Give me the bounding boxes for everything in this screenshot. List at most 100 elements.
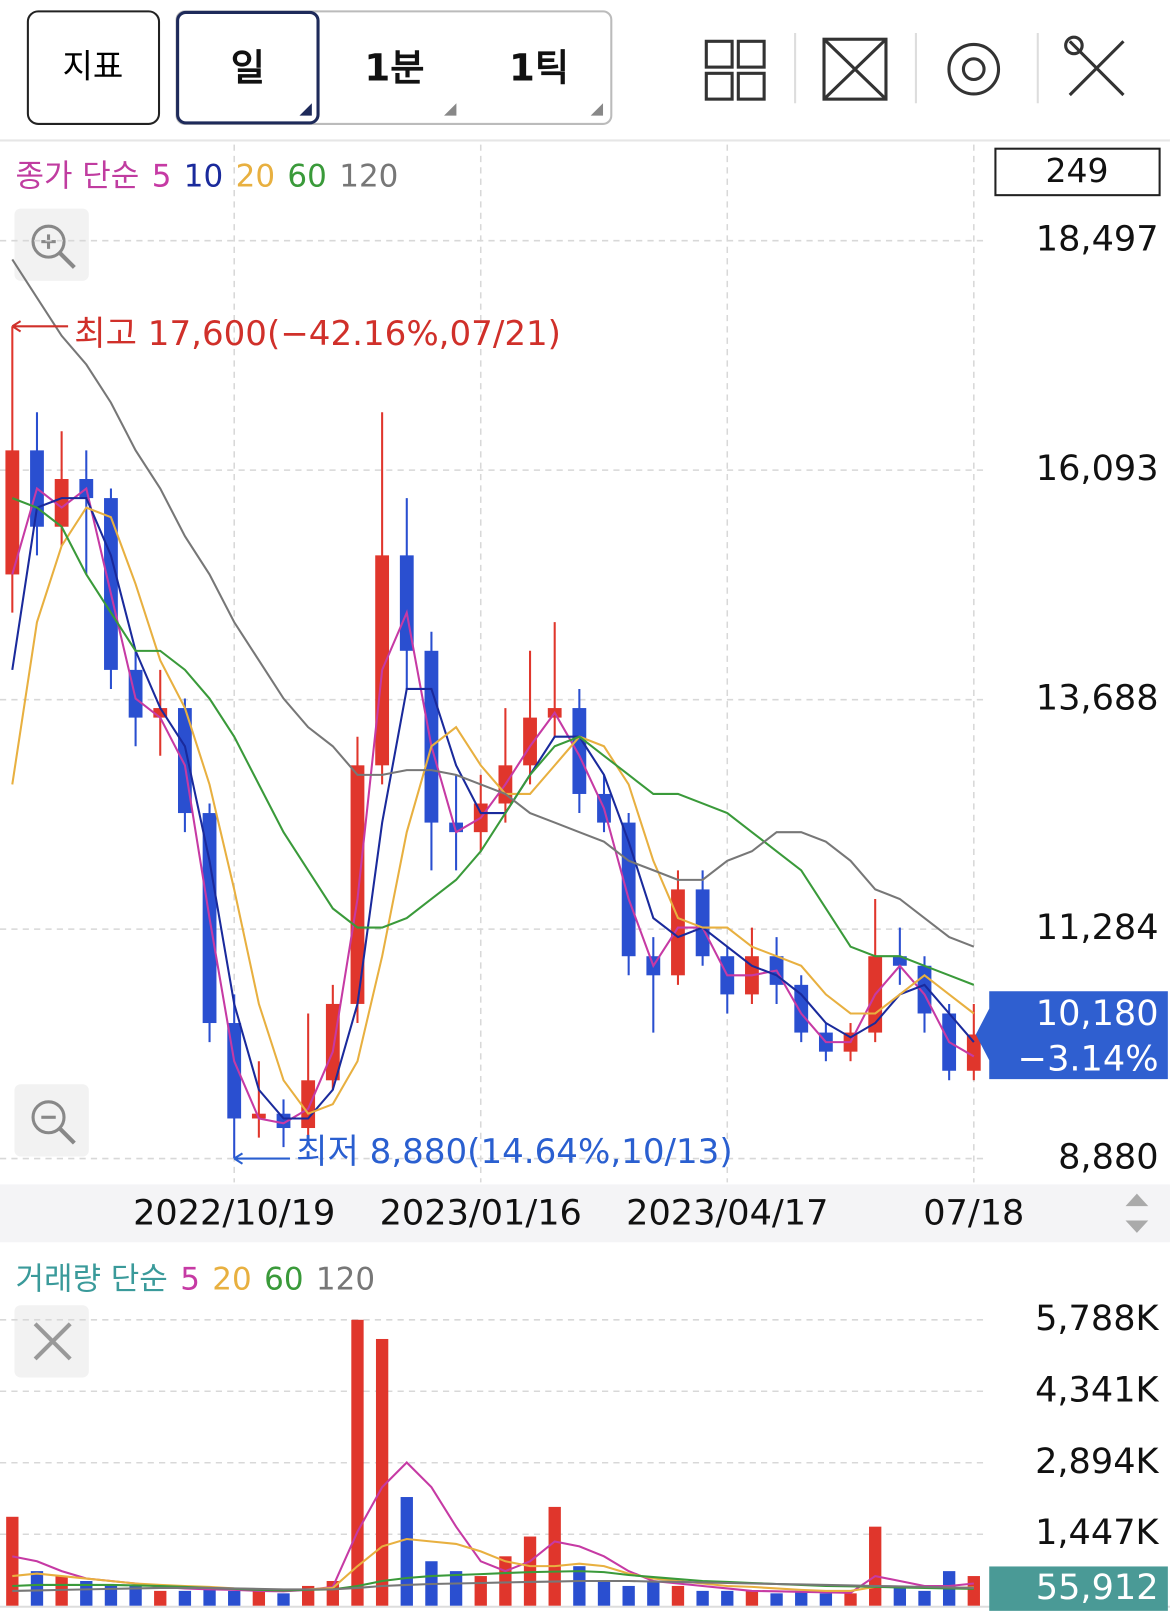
scroll-arrows[interactable] [1125, 1193, 1149, 1233]
volume-bar [449, 1571, 463, 1606]
legend-entry: 60 [287, 158, 326, 194]
volume-bar [154, 1590, 167, 1606]
volume-bar [203, 1588, 216, 1606]
volume-bar [795, 1590, 808, 1606]
volume-bar [844, 1593, 857, 1606]
legend-entry: 20 [236, 158, 275, 194]
volume-bar [375, 1338, 389, 1606]
volume-bar [770, 1593, 783, 1606]
annotation-arrow [11, 320, 69, 333]
indicator-button[interactable] [26, 10, 161, 125]
volume-bar [277, 1593, 290, 1606]
period-tick[interactable]: 1틱 [509, 46, 569, 90]
volume-bar [745, 1590, 759, 1606]
fullscreen-icon[interactable] [822, 37, 888, 101]
volume-bar [400, 1497, 413, 1606]
candle-body [276, 1113, 291, 1129]
legend-title: 종가 단순 [15, 158, 139, 194]
annotation-low: 최저 8,880(14.64%,10/13) [296, 1132, 732, 1172]
candle-body [523, 717, 537, 766]
legend-entry: 120 [316, 1261, 375, 1297]
candle-body [153, 708, 168, 718]
period-day[interactable]: 일 [231, 46, 265, 90]
legend-entry: 5 [180, 1261, 200, 1297]
candle-body [301, 1080, 316, 1129]
x-tick-label: 2022/10/19 [133, 1192, 335, 1233]
layout-icon[interactable] [704, 39, 766, 101]
moving-average-line [12, 1579, 974, 1592]
candle-body [794, 984, 809, 1033]
candle-body [695, 889, 710, 957]
last-volume: 55,912 [1036, 1567, 1159, 1608]
volume-bar [6, 1516, 19, 1606]
volume-bar [721, 1590, 734, 1606]
volume-bar [104, 1585, 118, 1606]
moving-average-line [11, 486, 975, 1125]
y-tick-label: 2,894K [1035, 1441, 1159, 1482]
legend: 종가 단순 5 10 20 60 120 [15, 158, 398, 194]
volume-bar [80, 1580, 93, 1606]
indicator-label[interactable]: 지표 [63, 47, 124, 86]
zoom-out-button[interactable] [14, 1084, 89, 1157]
volume-bar [918, 1590, 931, 1606]
price-plot [0, 144, 987, 1183]
legend-entry: 10 [184, 158, 223, 194]
period-selected[interactable] [176, 10, 320, 125]
legend-entry: 20 [212, 1261, 251, 1297]
annotation-high: 최고 17,600(−42.16%,07/21) [74, 314, 561, 354]
candle-body [54, 478, 69, 527]
volume-plot [0, 1319, 987, 1606]
volume-bar [597, 1580, 611, 1606]
price-change: −3.14% [1018, 1038, 1159, 1079]
volume-bar [252, 1590, 266, 1606]
period-minute[interactable]: 1분 [364, 46, 424, 90]
x-tick-label: 2023/01/16 [380, 1192, 582, 1233]
annotation-arrow [233, 1152, 290, 1165]
moving-average-line [11, 497, 975, 1120]
volume-bar [893, 1585, 907, 1606]
corner-mark [590, 103, 604, 116]
legend: 거래량 단순 5 20 60 120 [15, 1261, 375, 1297]
settings-icon[interactable] [947, 42, 1001, 96]
volume-box [989, 1566, 1168, 1611]
candle-body [449, 822, 463, 833]
volume-bar [573, 1566, 586, 1606]
close-volume-button[interactable] [14, 1305, 89, 1378]
last-price: 10,180 [1036, 993, 1159, 1034]
y-tick-label: 5,788K [1035, 1298, 1159, 1339]
tools-icon[interactable] [1064, 35, 1125, 97]
volume-bar [351, 1319, 364, 1606]
candle-body [572, 708, 587, 794]
candle-body [966, 1034, 981, 1071]
moving-average-line [11, 506, 975, 1115]
volume-bar [499, 1556, 512, 1606]
volume-bar [622, 1585, 635, 1606]
moving-average-line [11, 258, 975, 948]
y-tick-label: 16,093 [1036, 448, 1159, 489]
y-tick-label: 4,341K [1035, 1369, 1159, 1410]
y-tick-label: 11,284 [1036, 907, 1159, 948]
legend-entry: 5 [152, 158, 172, 194]
candle-body [350, 765, 365, 1004]
y-tick-label: 8,880 [1058, 1137, 1158, 1178]
candle-body [5, 450, 20, 575]
count-label: 249 [1045, 151, 1108, 190]
legend-entry: 120 [339, 158, 398, 194]
x-tick-label: 07/18 [923, 1192, 1024, 1233]
volume-bar [696, 1590, 709, 1606]
volume-bar [869, 1526, 882, 1606]
y-tick-label: 1,447K [1035, 1512, 1159, 1553]
y-tick-label: 13,688 [1036, 678, 1159, 719]
count-box [994, 147, 1161, 197]
volume-bar [178, 1590, 192, 1606]
candle-body [621, 822, 636, 957]
volume-bar [819, 1593, 833, 1606]
moving-average-line [11, 497, 975, 986]
date-band [0, 1184, 1170, 1243]
zoom-in-button[interactable] [14, 208, 89, 281]
candle-body [892, 956, 907, 966]
legend-title: 거래량 단순 [15, 1261, 167, 1297]
volume-bar [647, 1580, 660, 1606]
